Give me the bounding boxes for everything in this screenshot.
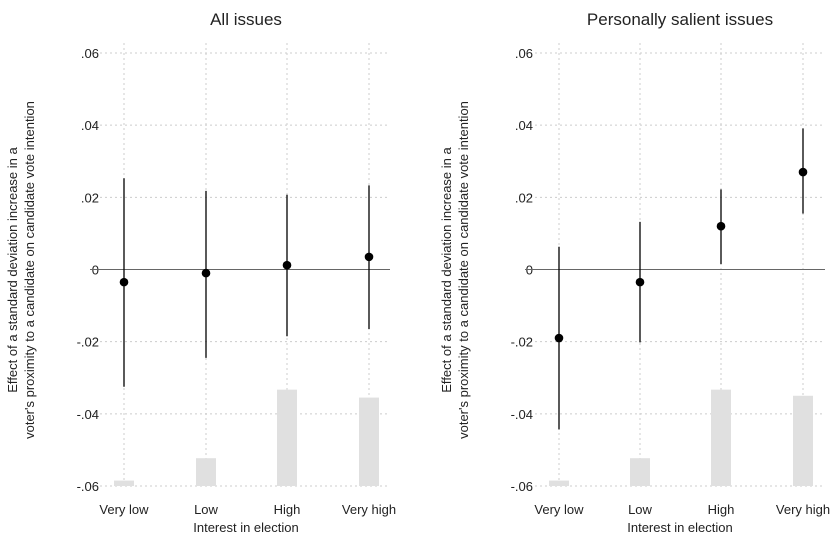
histogram-bar — [196, 458, 216, 486]
y-tick-label: -.02 — [511, 335, 533, 350]
y-tick-label: -.02 — [77, 335, 99, 350]
histogram-bar — [630, 458, 650, 486]
point-estimate — [716, 221, 726, 231]
histogram-bar — [711, 389, 731, 486]
point-estimate — [119, 277, 129, 287]
histogram-bar — [793, 395, 813, 486]
panel-personally-salient-issues: Personally salient issues Effect of a st… — [439, 10, 830, 535]
y-tick-label: .02 — [81, 190, 99, 205]
x-tick-label: Very high — [342, 502, 396, 517]
y-tick-label: -.04 — [511, 407, 533, 422]
y-tick-label: .06 — [81, 46, 99, 61]
x-axis-label: Interest in election — [627, 520, 733, 534]
y-tick-label: .06 — [515, 46, 533, 61]
y-tick-label: .04 — [81, 118, 99, 133]
x-tick-label: Low — [628, 502, 652, 517]
point-estimate — [282, 260, 292, 270]
x-tick-label: Very high — [776, 502, 830, 517]
point-estimate — [201, 268, 211, 278]
point-estimate — [364, 252, 374, 262]
y-axis-label-line-1: Effect of a standard deviation increase … — [5, 147, 20, 393]
x-tick-label: Very low — [534, 502, 584, 517]
histogram-bar — [549, 480, 569, 486]
histogram-bar — [114, 480, 134, 486]
panel-title: All issues — [210, 10, 282, 29]
x-tick-label: Low — [194, 502, 218, 517]
y-tick-label: .02 — [515, 190, 533, 205]
point-estimate — [554, 333, 564, 343]
x-axis-label: Interest in election — [193, 520, 299, 534]
y-axis-label-line-2: voter's proximity to a candidate on cand… — [456, 101, 471, 439]
x-tick-label: Very low — [99, 502, 149, 517]
x-tick-label: High — [274, 502, 301, 517]
y-axis-label-line-2: voter's proximity to a candidate on cand… — [22, 101, 37, 439]
y-tick-label: .04 — [515, 118, 533, 133]
histogram-bar — [359, 397, 379, 486]
histogram-bar — [277, 389, 297, 486]
panel-title: Personally salient issues — [587, 10, 773, 29]
y-tick-label: -.04 — [77, 407, 99, 422]
point-estimate — [635, 277, 645, 287]
y-tick-label: -.06 — [77, 479, 99, 494]
panel-all-issues: All issues Effect of a standard deviatio… — [5, 10, 396, 535]
y-tick-label: -.06 — [511, 479, 533, 494]
y-axis-label-line-1: Effect of a standard deviation increase … — [439, 147, 454, 393]
x-tick-label: High — [708, 502, 735, 517]
point-estimate — [798, 167, 808, 177]
